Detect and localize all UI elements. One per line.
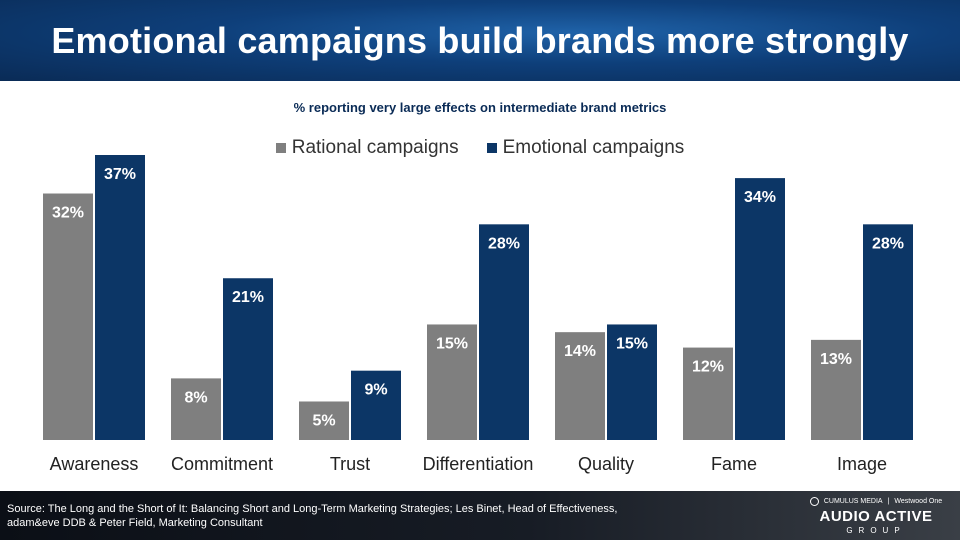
category-label-fame: Fame — [711, 454, 757, 474]
data-label-rational-differentiation: 15% — [436, 335, 468, 352]
brand-logo: CUMULUS MEDIA | Westwood One AUDIO ACTIV… — [806, 497, 946, 535]
data-label-emotional-awareness: 37% — [104, 166, 136, 183]
legend-item-rational: Rational campaigns — [275, 137, 459, 159]
data-label-emotional-fame: 34% — [744, 189, 776, 206]
bar-emotional-fame — [735, 178, 785, 441]
title-banner: Emotional campaigns build brands more st… — [0, 0, 960, 81]
brand-divider: | — [887, 498, 890, 505]
bar-rational-awareness — [43, 193, 93, 440]
category-label-differentiation: Differentiation — [423, 454, 534, 474]
category-label-awareness: Awareness — [50, 454, 139, 474]
legend-item-emotional: Emotional campaigns — [486, 137, 685, 159]
slide-title: Emotional campaigns build brands more st… — [51, 19, 909, 61]
brand-partners: CUMULUS MEDIA | Westwood One — [806, 497, 946, 506]
bar-chart: 32% 37% Awareness 8% 21% Commitment 5% 9% Trust 1… — [43, 155, 913, 474]
bar-emotional-awareness — [95, 155, 145, 440]
legend-label-emotional: Emotional campaigns — [502, 137, 685, 158]
data-label-rational-commitment: 8% — [184, 389, 207, 406]
brand-main-text: AUDIO ACTIVE — [819, 508, 933, 525]
category-label-quality: Quality — [578, 454, 634, 474]
data-label-emotional-commitment: 21% — [232, 289, 264, 306]
category-label-trust: Trust — [330, 454, 370, 474]
bar-rational-commitment — [171, 378, 221, 440]
chart-legend: Rational campaigns Emotional campaigns — [0, 137, 960, 159]
category-label-image: Image — [837, 454, 887, 474]
bar-emotional-quality — [607, 324, 657, 440]
brand-right-text: Westwood One — [894, 498, 943, 505]
data-label-rational-awareness: 32% — [52, 205, 84, 222]
footer-bar: Source: The Long and the Short of It: Ba… — [0, 491, 960, 540]
data-label-emotional-image: 28% — [872, 235, 904, 252]
data-label-rational-image: 13% — [820, 351, 852, 368]
legend-label-rational: Rational campaigns — [291, 137, 459, 158]
category-label-commitment: Commitment — [171, 454, 273, 474]
bar-rational-fame — [683, 347, 733, 440]
brand-sub-text: GROUP — [846, 526, 906, 535]
legend-swatch-emotional — [486, 143, 497, 153]
bar-rational-image — [811, 339, 861, 440]
bar-emotional-commitment — [223, 278, 273, 440]
bar-rational-differentiation — [427, 324, 477, 440]
data-label-rational-quality: 14% — [564, 343, 596, 360]
data-label-emotional-quality: 15% — [616, 335, 648, 352]
bar-rational-trust — [299, 401, 349, 440]
chart-subtitle: % reporting very large effects on interm… — [293, 100, 667, 115]
legend-swatch-rational — [275, 143, 286, 153]
bar-emotional-trust — [351, 370, 401, 440]
bar-emotional-image — [863, 224, 913, 440]
bar-rational-quality — [555, 332, 605, 440]
source-note: Source: The Long and the Short of It: Ba… — [7, 503, 618, 529]
brand-left-text: CUMULUS MEDIA — [823, 498, 883, 505]
data-label-emotional-differentiation: 28% — [488, 235, 520, 252]
bar-emotional-differentiation — [479, 224, 529, 440]
cumulus-logo-icon — [809, 497, 819, 506]
data-label-rational-fame: 12% — [692, 359, 724, 376]
data-label-rational-trust: 5% — [312, 412, 335, 429]
data-label-emotional-trust: 9% — [364, 382, 387, 399]
